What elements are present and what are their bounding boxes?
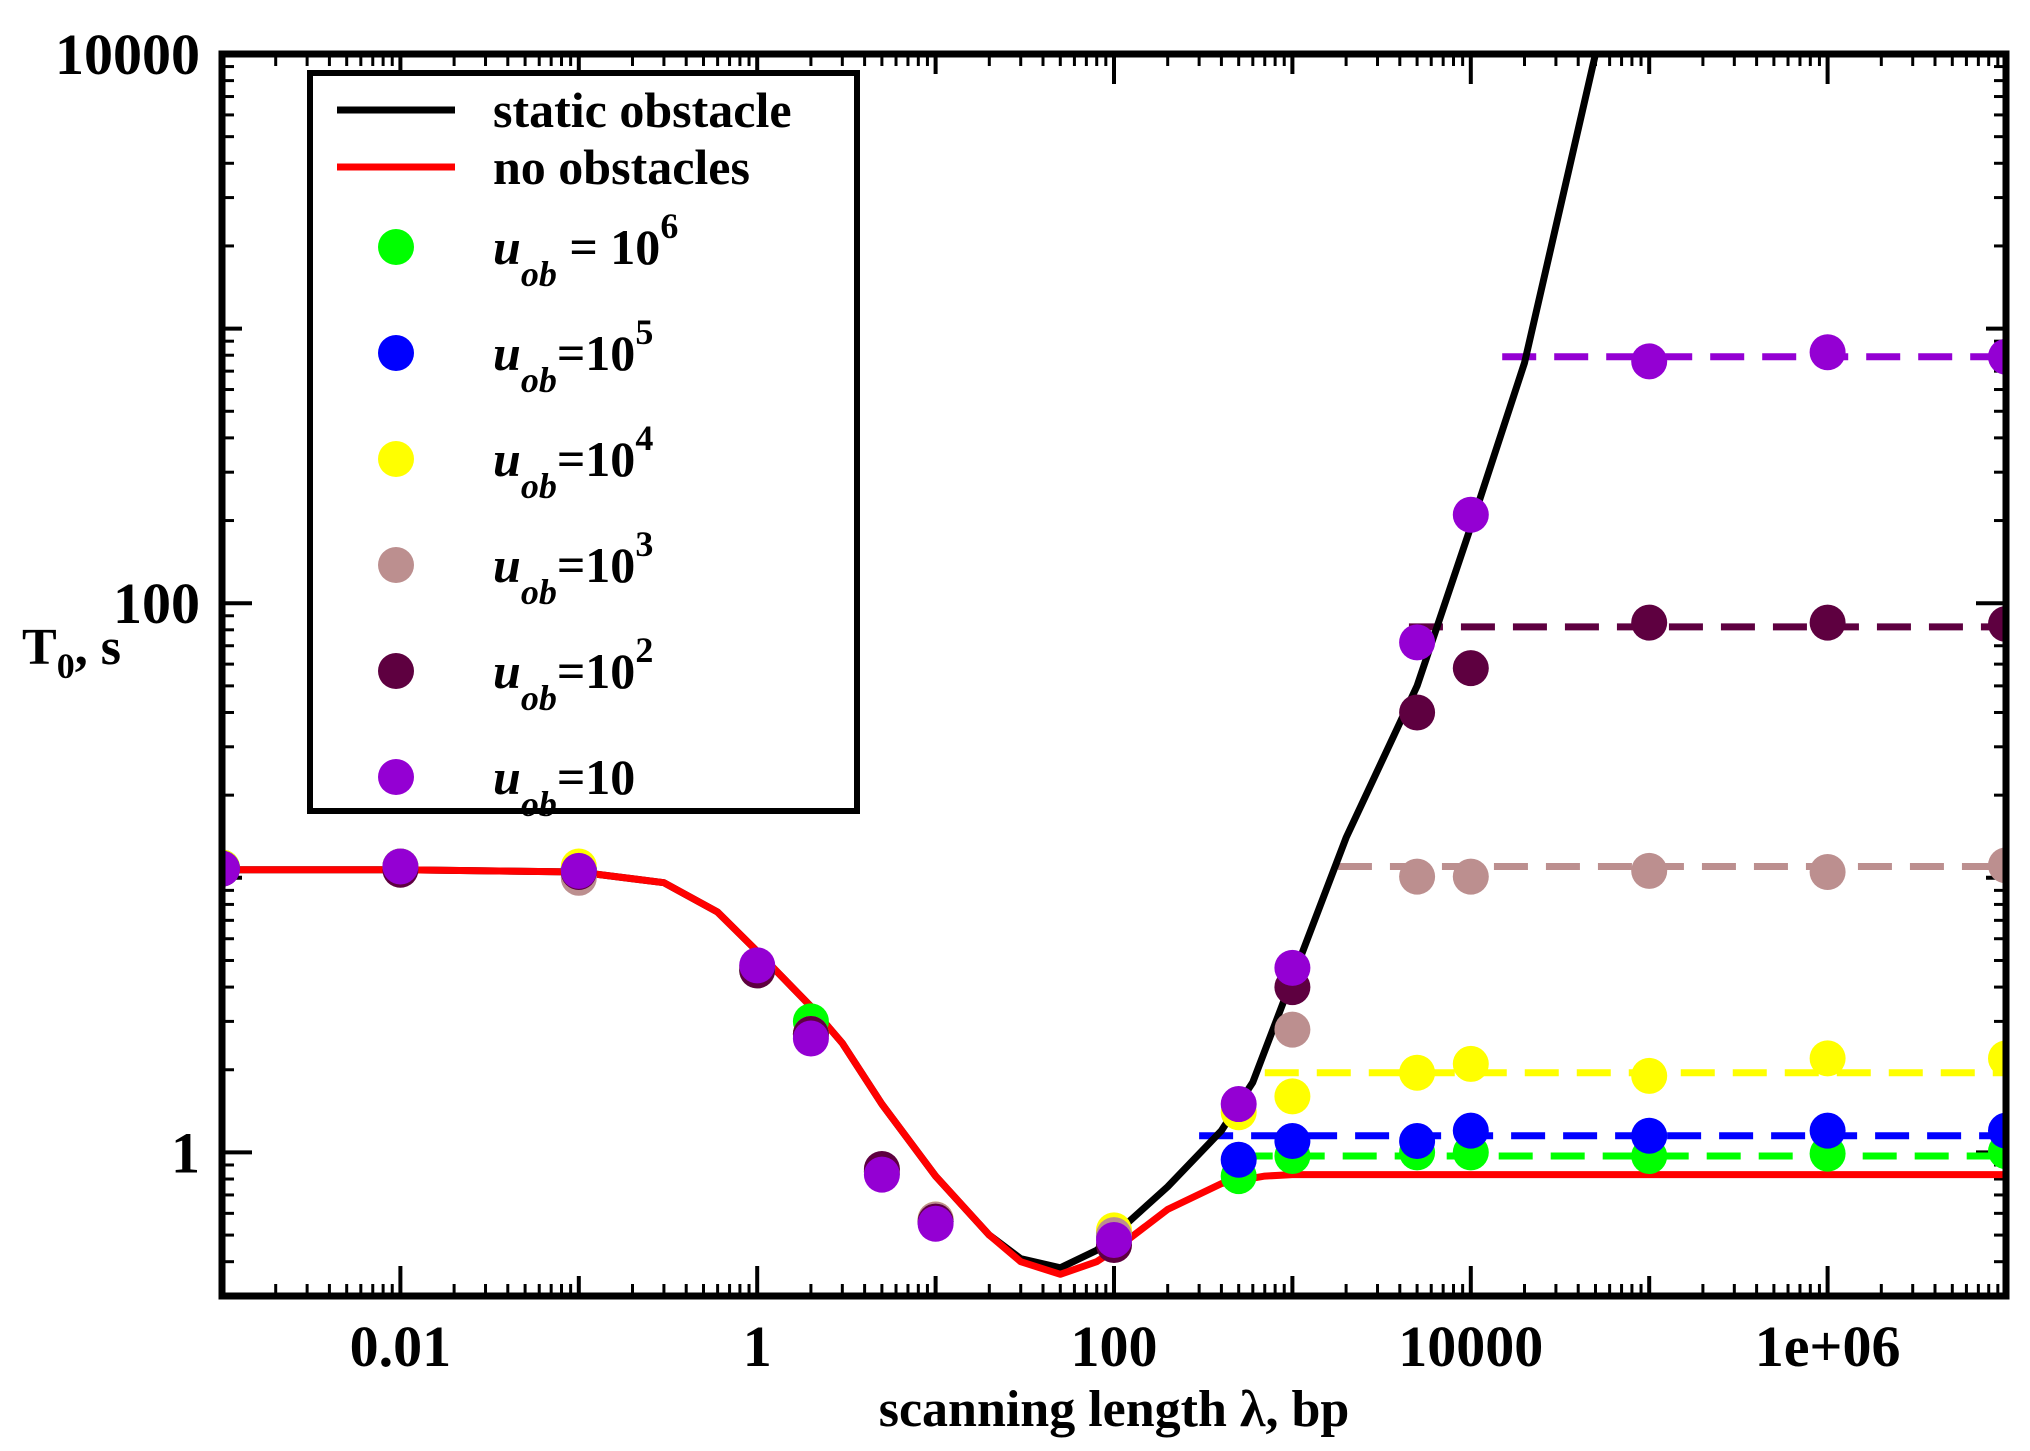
data-point — [1809, 853, 1846, 890]
data-point — [1809, 604, 1846, 641]
data-point — [917, 1205, 954, 1242]
data-point — [1631, 604, 1668, 641]
data-point — [1274, 949, 1311, 986]
data-point — [1809, 334, 1846, 371]
plot-frame — [218, 50, 2010, 1300]
legend-label: uob=103 — [493, 524, 653, 612]
data-point — [1452, 496, 1489, 533]
legend-marker — [378, 335, 414, 371]
legend-label: uob=10 — [493, 749, 635, 824]
data-point — [1220, 1141, 1257, 1178]
data-point — [1399, 1054, 1436, 1091]
data-point — [1988, 847, 2006, 884]
legend-marker — [378, 229, 414, 265]
x-tick-label: 10000 — [1398, 1314, 1543, 1379]
x-tick-label: 1e+06 — [1755, 1314, 1901, 1379]
data-point — [1809, 1112, 1846, 1149]
data-point — [792, 1020, 829, 1057]
data-point — [1399, 858, 1436, 895]
data-point — [382, 848, 419, 885]
data-point — [1631, 1117, 1668, 1154]
data-point — [1274, 1123, 1311, 1160]
legend-label: uob=104 — [493, 418, 653, 506]
data-point — [1452, 650, 1489, 687]
data-point — [1452, 858, 1489, 895]
data-points — [222, 334, 2006, 1264]
data-point — [1988, 1040, 2006, 1077]
data-point — [560, 852, 597, 889]
legend-marker — [378, 547, 414, 583]
data-point — [1631, 852, 1668, 889]
y-axis-title: T0, s — [22, 619, 121, 686]
data-point — [1809, 1040, 1846, 1077]
data-point — [1399, 624, 1436, 661]
plateau-lines — [1199, 353, 2006, 1160]
legend-label: uob=102 — [493, 630, 653, 718]
data-point — [1452, 1045, 1489, 1082]
data-point — [1399, 694, 1436, 731]
data-point — [863, 1156, 900, 1193]
legend-marker — [378, 441, 414, 477]
data-point — [1988, 338, 2006, 375]
y-tick-label: 1 — [171, 1120, 200, 1185]
data-point — [1988, 1112, 2006, 1149]
x-tick-label: 1 — [743, 1314, 772, 1379]
data-point — [1220, 1086, 1257, 1123]
data-point — [1274, 1011, 1311, 1048]
legend-label: static obstacle — [493, 82, 792, 138]
data-point — [1274, 1078, 1311, 1115]
x-tick-label: 0.01 — [350, 1314, 452, 1379]
data-point — [222, 850, 240, 887]
y-tick-label: 100 — [113, 571, 200, 636]
x-tick-label: 100 — [1071, 1314, 1158, 1379]
data-point — [739, 947, 776, 984]
legend-marker — [378, 759, 414, 795]
legend-label: uob = 106 — [493, 206, 678, 294]
data-point — [1631, 1057, 1668, 1094]
data-point — [1399, 1123, 1436, 1160]
legend-label: no obstacles — [493, 139, 750, 195]
y-tick-label: 10000 — [55, 22, 200, 87]
data-point — [1631, 343, 1668, 380]
tick-labels: 0.01 1 100 10000 1e+06 1 100 10000 — [55, 22, 1900, 1379]
data-point — [1988, 606, 2006, 642]
data-point — [1096, 1221, 1132, 1258]
legend-label: uob=105 — [493, 312, 653, 400]
data-point — [1452, 1112, 1489, 1149]
x-axis-title: scanning length λ, bp — [879, 1381, 1350, 1438]
legend-marker — [378, 653, 414, 689]
